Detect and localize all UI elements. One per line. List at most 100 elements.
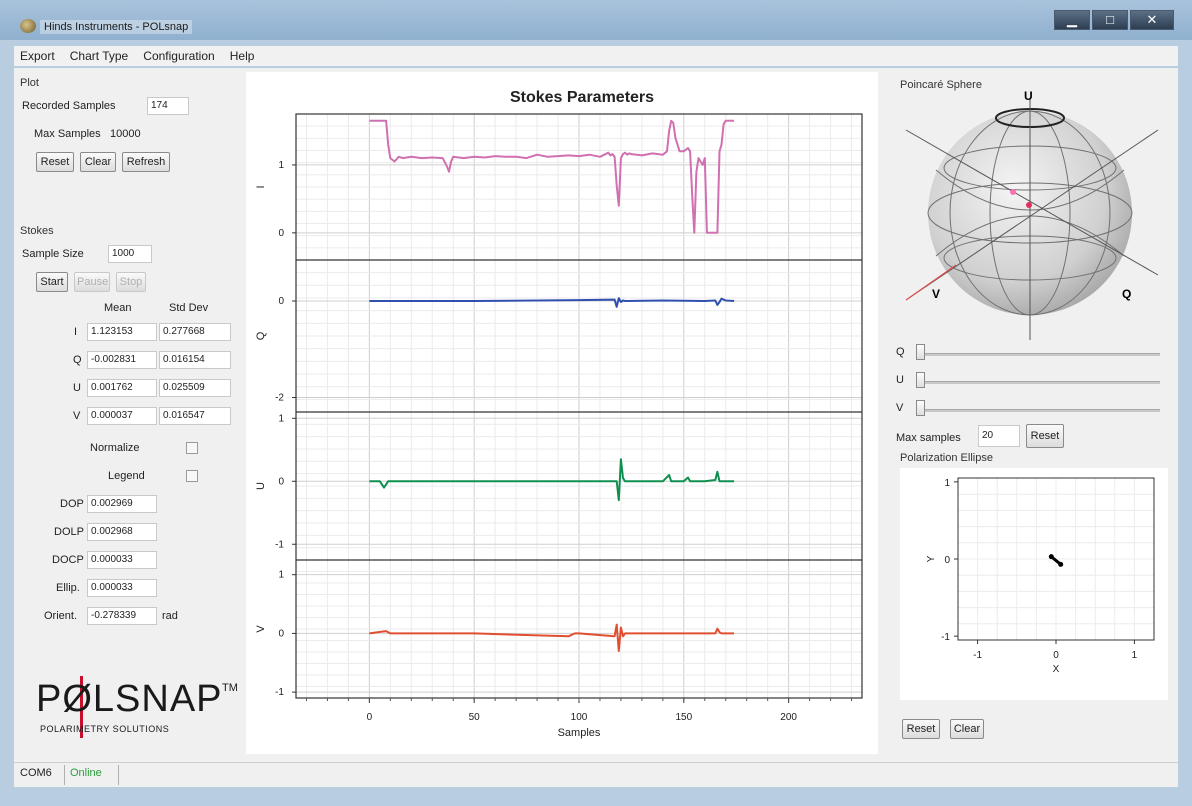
sphere-reset-button[interactable]: Reset [1026,424,1064,448]
menu-chart-type[interactable]: Chart Type [69,49,129,63]
docp-label: DOCP [52,554,84,566]
polarization-ellipse-chart[interactable]: -1 0 1 1 0 -1 X Y [900,468,1168,700]
ellipse-group-label: Polarization Ellipse [900,452,993,464]
ellipse-y-axis-label: Y [926,555,937,562]
sample-size-label: Sample Size [22,248,84,260]
dolp-label: DOLP [54,526,84,538]
axis-v-label: V [932,287,940,301]
left-panel: Plot Recorded Samples 174 Max Samples 10… [14,68,244,762]
recorded-samples-label: Recorded Samples [22,100,116,112]
y-axis-label-q: Q [255,331,267,340]
pause-button[interactable]: Pause [74,272,110,292]
row-u-std: 0.025509 [159,379,231,397]
poincare-group-label: Poincaré Sphere [900,79,982,91]
plot-reset-button[interactable]: Reset [36,152,74,172]
recorded-samples-field[interactable]: 174 [147,97,189,115]
grid-lines [296,113,862,698]
x-tick-label: 150 [675,712,692,723]
docp-field: 0.000033 [87,551,157,569]
series-line-q[interactable] [369,297,735,308]
row-u-label: U [73,382,81,394]
v-slider-thumb[interactable] [916,400,925,416]
ellip-label: Ellip. [56,582,80,594]
y-axis-label-v: V [255,625,267,633]
row-v-label: V [73,410,81,422]
mean-point [1026,202,1032,208]
plot-clear-button[interactable]: Clear [80,152,116,172]
stokes-chart-panel: Stokes Parameters 1 0 I 0 -2 Q 1 0 -1 U 1 0 -1 V 0 50 100… [246,72,878,754]
logo-red-bar [80,676,83,738]
ellipse-y-tick-label: 0 [944,555,950,566]
connection-status: Online [70,767,102,779]
q-axis [905,129,1159,276]
axis-q-label: Q [1122,287,1131,301]
max-samples-sphere-field[interactable]: 20 [978,425,1020,447]
v-axis [905,129,1159,301]
ellipse-chart-panel: -1 0 1 1 0 -1 X Y [900,468,1168,700]
start-button[interactable]: Start [36,272,68,292]
y-tick-label: 0 [278,628,284,639]
x-tick-label: 200 [780,712,797,723]
window-title: Hinds Instruments - POLsnap [40,20,193,34]
orient-unit: rad [162,610,178,622]
series-line-i[interactable] [369,119,735,234]
row-v-mean: 0.000037 [87,407,157,425]
maximize-button[interactable]: □ [1092,10,1128,30]
ellipse-clear-button[interactable]: Clear [950,719,984,739]
row-v-std: 0.016547 [159,407,231,425]
logo-trademark: TM [222,682,238,694]
y-tick-label: 0 [278,296,284,307]
menu-configuration[interactable]: Configuration [143,49,215,63]
row-i-label: I [74,326,78,338]
q-slider-track[interactable] [918,353,1160,356]
minimize-button[interactable]: ▁ [1054,10,1090,30]
row-q-std: 0.016154 [159,351,231,369]
y-axis-label-i: I [255,185,267,188]
y-tick-label: -2 [275,393,284,404]
ellipse-reset-button[interactable]: Reset [902,719,940,739]
y-tick-label: 1 [278,570,284,581]
dop-label: DOP [60,498,84,510]
std-dev-header: Std Dev [169,302,209,314]
title-bar[interactable]: Hinds Instruments - POLsnap ▁ □ ✕ [0,0,1192,40]
sample-point [1010,189,1016,195]
stop-button[interactable]: Stop [116,272,146,292]
dop-field: 0.002969 [87,495,157,513]
series-line-u[interactable] [369,458,735,502]
stokes-chart[interactable]: Stokes Parameters 1 0 I 0 -2 Q 1 0 -1 U 1 0 -1 V 0 50 100… [246,72,878,754]
ellipse-point[interactable] [1058,561,1064,567]
row-i-std: 0.277668 [159,323,231,341]
menu-help[interactable]: Help [229,49,255,63]
orient-field: -0.278339 [87,607,157,625]
u-slider-track[interactable] [918,381,1160,384]
x-axis-label: Samples [558,727,601,739]
ellip-field: 0.000033 [87,579,157,597]
status-separator [64,765,65,785]
legend-checkbox[interactable] [186,470,198,482]
plot-refresh-button[interactable]: Refresh [122,152,170,172]
x-tick-label: 100 [571,712,588,723]
series-line-v[interactable] [369,623,735,652]
ellipse-x-tick-label: 1 [1132,650,1138,661]
legend-label: Legend [108,470,145,482]
y-tick-label: -1 [275,539,284,550]
u-slider-thumb[interactable] [916,372,925,388]
ellipse-point[interactable] [1048,554,1054,560]
row-i-mean: 1.123153 [87,323,157,341]
close-button[interactable]: ✕ [1130,10,1174,30]
com-port-status: COM6 [20,767,52,779]
q-slider-thumb[interactable] [916,344,925,360]
orient-label: Orient. [44,610,78,622]
v-slider-track[interactable] [918,409,1160,412]
menu-export[interactable]: Export [20,49,55,63]
window-controls: ▁ □ ✕ [1052,10,1174,30]
stokes-group-label: Stokes [20,225,54,237]
normalize-checkbox[interactable] [186,442,198,454]
plot-group-label: Plot [20,77,39,89]
sample-size-field[interactable]: 1000 [108,245,152,263]
status-bar: COM6 Online [14,762,1178,787]
ellipse-x-tick-label: -1 [973,650,982,661]
poincare-sphere[interactable]: U V Q [896,90,1166,340]
row-u-mean: 0.001762 [87,379,157,397]
right-panel: Poincaré Sphere [886,68,1178,762]
